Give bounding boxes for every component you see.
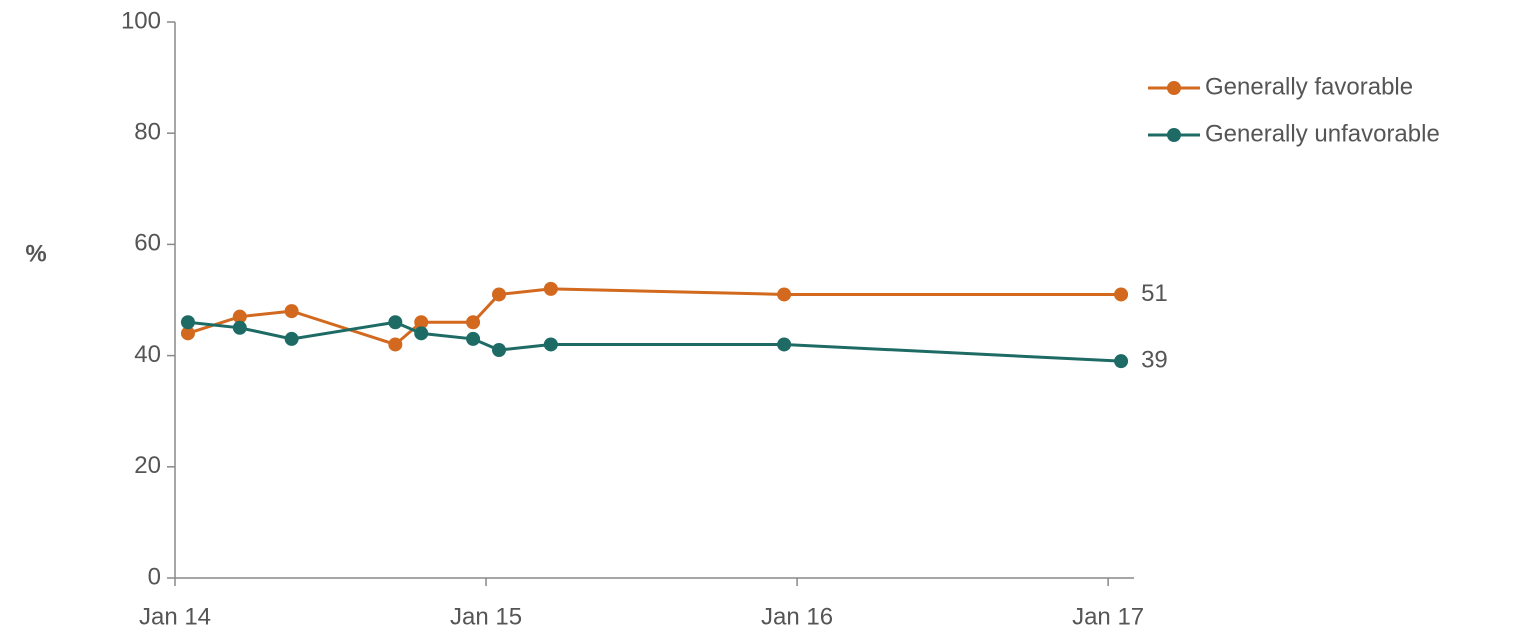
data-point <box>777 287 792 302</box>
data-point <box>284 331 299 346</box>
data-point <box>232 320 247 335</box>
data-point <box>1114 287 1129 302</box>
y-tick-label: 100 <box>121 7 161 34</box>
data-point <box>466 331 481 346</box>
data-point <box>543 337 558 352</box>
data-point <box>1114 354 1129 369</box>
data-point <box>180 326 195 341</box>
series-line <box>187 287 1122 347</box>
series-line <box>187 320 1122 363</box>
data-point <box>388 337 403 352</box>
x-tick-label: Jan 14 <box>139 603 211 630</box>
y-tick-label: 0 <box>148 563 161 590</box>
y-tick-label: 40 <box>134 341 161 368</box>
x-tick-label: Jan 16 <box>761 603 833 630</box>
data-point <box>388 315 403 330</box>
data-point <box>466 315 481 330</box>
legend-label: Generally unfavorable <box>1205 120 1440 147</box>
data-point <box>414 326 429 341</box>
y-tick-label: 20 <box>134 452 161 479</box>
y-axis-label: % <box>25 240 46 267</box>
legend-marker <box>1167 128 1181 142</box>
legend-marker <box>1167 81 1181 95</box>
legend-label: Generally favorable <box>1205 73 1413 100</box>
data-point <box>543 281 558 296</box>
data-point <box>180 315 195 330</box>
data-point <box>492 343 506 358</box>
data-point <box>284 304 299 319</box>
x-tick-label: Jan 15 <box>450 603 522 630</box>
end-label: 51 <box>1141 280 1168 307</box>
x-tick-label: Jan 17 <box>1072 603 1144 630</box>
data-point <box>414 315 429 330</box>
data-point <box>492 287 506 302</box>
data-point <box>777 337 792 352</box>
y-tick-label: 60 <box>134 230 161 257</box>
y-tick-label: 80 <box>134 119 161 146</box>
data-point <box>232 309 247 324</box>
end-label: 39 <box>1141 347 1168 374</box>
